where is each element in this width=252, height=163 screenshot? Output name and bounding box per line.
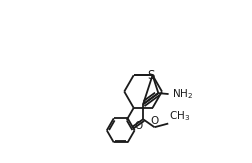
Text: CH$_3$: CH$_3$	[169, 109, 190, 123]
Text: S: S	[147, 69, 154, 82]
Text: O: O	[134, 121, 142, 131]
Text: NH$_2$: NH$_2$	[171, 87, 192, 101]
Text: O: O	[150, 116, 158, 126]
